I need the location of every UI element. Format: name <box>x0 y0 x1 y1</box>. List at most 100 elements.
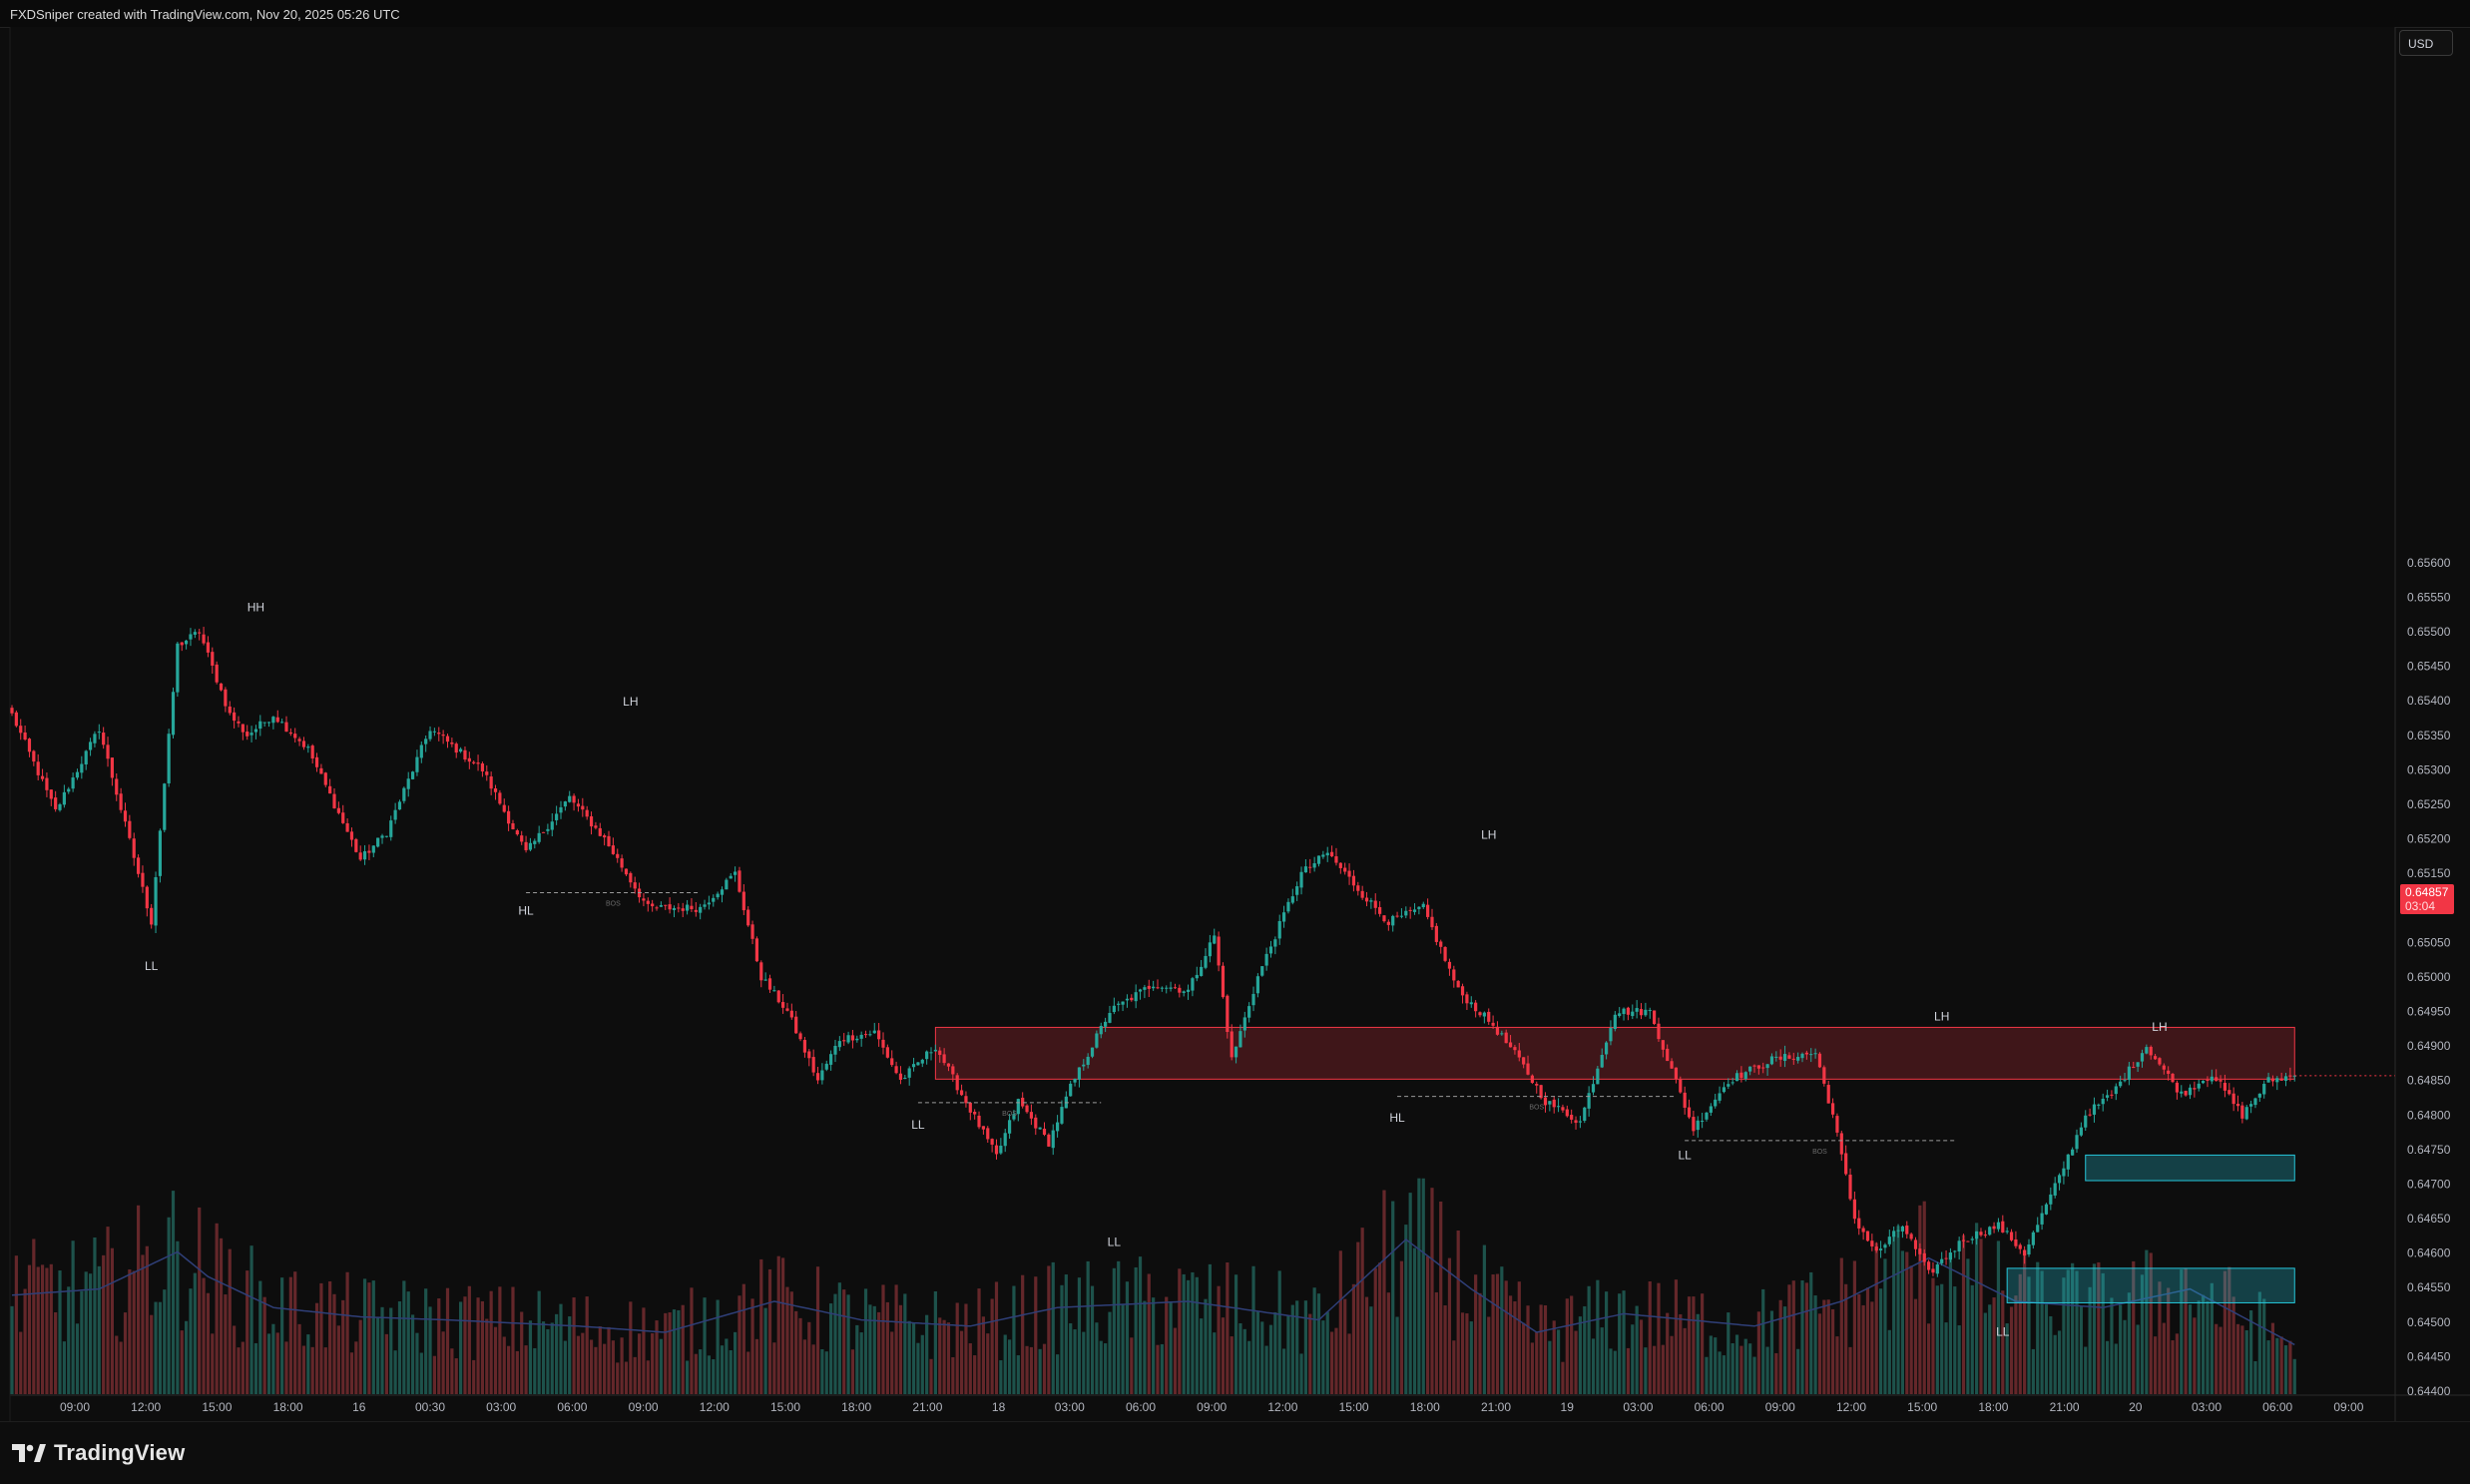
volume-bar <box>110 1247 114 1394</box>
time-tick-label: 18:00 <box>841 1400 871 1414</box>
candle <box>445 734 450 748</box>
candle <box>36 753 40 780</box>
volume-bar <box>1221 1317 1226 1394</box>
volume-bar <box>424 1288 428 1394</box>
candle <box>110 756 114 786</box>
time-tick-label: 21:00 <box>2050 1400 2080 1414</box>
swing-label-hl: HL <box>518 904 534 918</box>
volume-bar <box>1064 1274 1068 1394</box>
volume-bar <box>2235 1323 2240 1394</box>
candle <box>986 1126 990 1143</box>
candle <box>262 722 266 728</box>
volume-bar <box>1687 1296 1692 1394</box>
candle <box>2153 1053 2158 1061</box>
volume-bar <box>1338 1250 1342 1394</box>
volume-bar <box>485 1318 489 1394</box>
volume-bar <box>1609 1348 1613 1394</box>
volume-bar <box>2110 1297 2114 1394</box>
candle <box>1213 928 1217 945</box>
volume-bar <box>2188 1304 2193 1394</box>
volume-bar <box>371 1280 375 1394</box>
candle <box>2219 1075 2223 1089</box>
time-axis[interactable]: 09:00 12:00 15:00 18:00 16 00:30 03:00 06:00 09:… <box>60 1400 2364 1414</box>
volume-bar <box>1099 1340 1103 1394</box>
candle <box>332 787 336 809</box>
volume-bar <box>738 1295 741 1394</box>
volume-bar <box>1251 1265 1255 1394</box>
candle <box>71 772 75 792</box>
candle <box>2062 1161 2066 1185</box>
candle <box>1029 1104 1034 1126</box>
volume-bar <box>820 1348 824 1394</box>
volume-bar <box>1130 1337 1134 1394</box>
candle <box>759 960 763 988</box>
candle <box>1622 1007 1626 1021</box>
time-tick-label: 00:30 <box>415 1400 445 1414</box>
volume-bar <box>293 1271 297 1394</box>
candle <box>1957 1237 1961 1260</box>
volume-bar <box>2149 1252 2153 1394</box>
volume-bar <box>1247 1340 1251 1394</box>
volume-bar <box>1439 1201 1443 1394</box>
candle <box>885 1044 889 1059</box>
candle <box>677 903 681 913</box>
price-tick-label: 0.64500 <box>2407 1315 2451 1329</box>
volume-bar <box>1896 1226 1900 1394</box>
price-tick-label: 0.64850 <box>2407 1074 2451 1088</box>
candle <box>572 793 576 811</box>
volume-bar <box>384 1333 388 1394</box>
volume-bar <box>1186 1279 1191 1394</box>
volume-bar <box>2231 1296 2235 1394</box>
currency-button[interactable]: USD <box>2399 30 2453 56</box>
volume-bar <box>1648 1280 1652 1394</box>
volume-bar <box>1329 1331 1334 1394</box>
volume-bar <box>1791 1280 1795 1394</box>
candle <box>502 798 506 813</box>
volume-bar <box>890 1331 894 1394</box>
candle <box>1631 1004 1635 1020</box>
candle <box>1281 905 1286 928</box>
candle <box>2071 1147 2075 1156</box>
volume-bar <box>1709 1335 1713 1394</box>
volume-bar <box>2171 1340 2175 1394</box>
volume-bar <box>1865 1287 1870 1394</box>
candle <box>598 822 602 837</box>
volume-bar <box>1988 1304 1992 1394</box>
volume-bar <box>1465 1313 1469 1394</box>
candle <box>589 811 594 835</box>
candle <box>202 627 206 646</box>
volume-bar <box>189 1288 193 1394</box>
candle <box>1404 906 1408 919</box>
volume-bar <box>1826 1299 1830 1394</box>
candle <box>1125 994 1130 1008</box>
volume-bar <box>367 1282 371 1394</box>
candle <box>712 894 716 907</box>
brand[interactable]: TradingView <box>12 1438 185 1468</box>
volume-bar <box>180 1330 184 1394</box>
volume-bar <box>402 1280 406 1394</box>
volume-bar <box>288 1276 292 1394</box>
candle <box>389 815 393 841</box>
candle <box>2257 1093 2261 1102</box>
volume-bar <box>36 1266 40 1394</box>
price-axis[interactable]: 0.65600 0.65550 0.65500 0.65450 0.65400 0.653… <box>2407 556 2451 1398</box>
candle <box>811 1049 815 1077</box>
volume-bar <box>445 1287 450 1394</box>
candle <box>533 838 537 849</box>
volume-bar <box>1887 1329 1891 1394</box>
candle <box>1264 947 1268 971</box>
volume-bar <box>2244 1329 2248 1394</box>
volume-bar <box>2270 1322 2275 1394</box>
volume-bar <box>668 1312 672 1394</box>
volume-bar <box>2279 1336 2283 1394</box>
candle <box>119 787 123 813</box>
volume-bar <box>589 1339 594 1394</box>
volume-bar <box>1587 1285 1591 1394</box>
candle <box>955 1073 959 1095</box>
candle <box>1892 1226 1896 1242</box>
volume-bar <box>1543 1304 1548 1394</box>
candle <box>1734 1070 1739 1082</box>
candle <box>163 782 167 832</box>
candle <box>651 899 655 912</box>
